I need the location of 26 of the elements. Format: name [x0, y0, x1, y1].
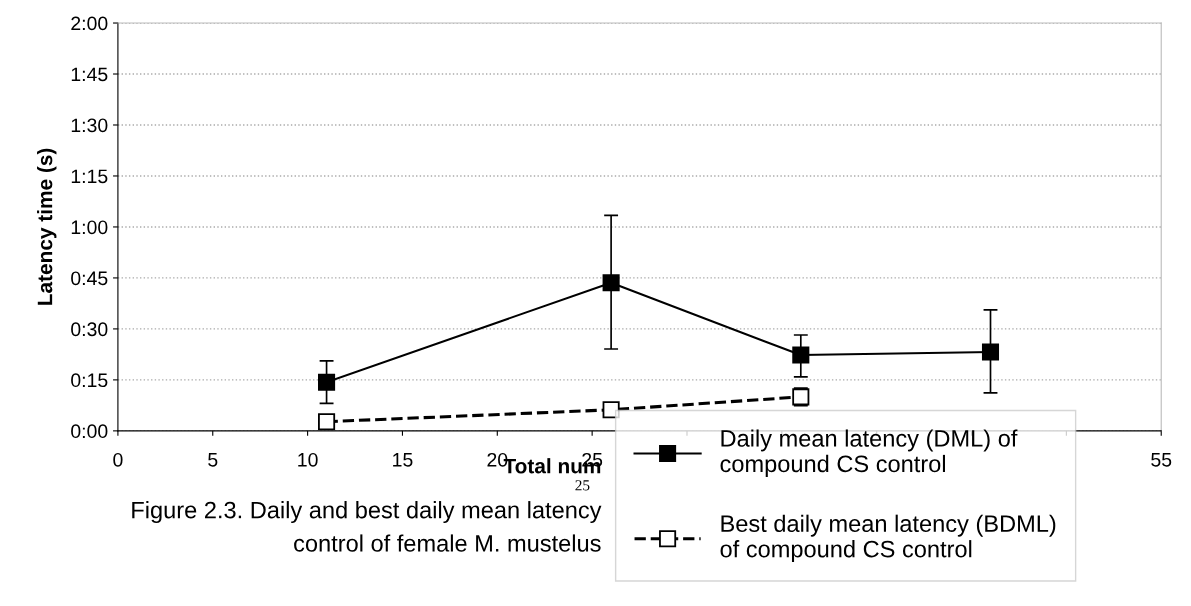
y-tick-label: 0:45	[71, 271, 108, 286]
point	[602, 401, 620, 419]
y-tick-label: 1:15	[71, 169, 108, 184]
y-tick-label: 0:00	[71, 424, 108, 439]
point	[981, 343, 1000, 361]
point	[318, 413, 336, 431]
legend-label: Daily mean latency (DML) of compound CS control	[720, 429, 1018, 477]
point	[318, 373, 336, 391]
point	[602, 274, 620, 292]
y-tick-label: 1:30	[71, 118, 108, 133]
x-tick-label: 0	[113, 452, 123, 467]
y-tick-label: 0:15	[71, 373, 108, 388]
y-axis-title: Latency time (s)	[37, 148, 57, 305]
x-tick-label: 15	[393, 453, 413, 467]
caption: Figure 2.3. Daily and best daily mean latency	[132, 501, 602, 524]
x-tick-label: 55	[1151, 453, 1172, 467]
y-tick-label: 2:00	[71, 16, 108, 31]
text: control of female M. mustelus	[294, 534, 601, 552]
y-tick-label: 1:00	[71, 220, 108, 235]
legend-label: Best daily mean latency (BDML) of compound CS control	[720, 514, 1056, 563]
x-tick-label: 10	[298, 452, 318, 467]
y-tick-label: 1:45	[71, 67, 108, 82]
y-tick-label: 0:30	[71, 322, 108, 337]
point	[792, 346, 810, 364]
x-tick-label: 5	[208, 453, 218, 467]
text: 25	[575, 480, 590, 491]
